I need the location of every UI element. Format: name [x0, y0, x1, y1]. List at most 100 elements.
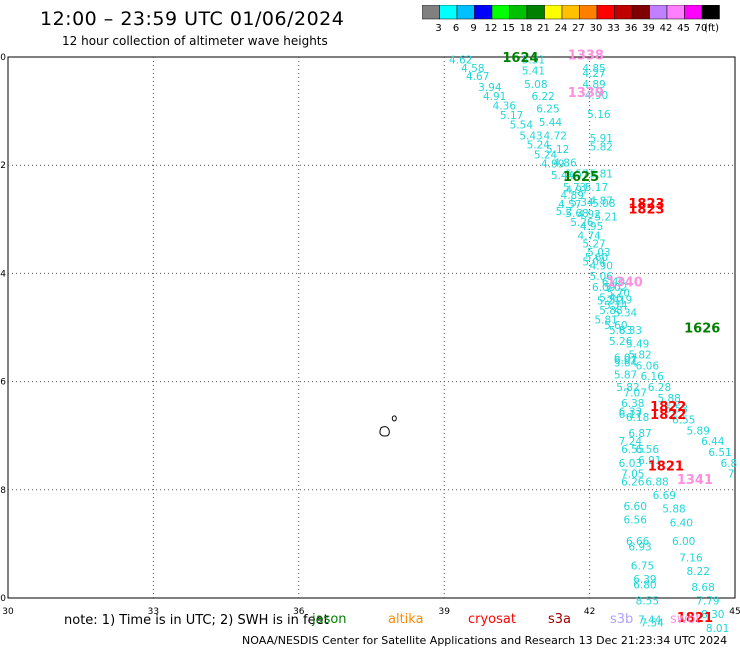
satellite-legend-cryosat: cryosat: [468, 612, 516, 627]
wave-height-value: 6.06: [636, 360, 660, 372]
wave-height-value: 6.87: [628, 428, 651, 440]
wave-height-value: 4.62: [449, 55, 472, 67]
wave-height-value: 4.36: [493, 101, 517, 113]
latitude-tick-label: -48: [0, 486, 6, 496]
wave-height-value: 4.67: [466, 71, 489, 83]
wave-height-value: 4.86: [553, 157, 577, 169]
wave-height-value: 5.70: [607, 287, 630, 299]
wave-height-value: 3.94: [478, 82, 502, 94]
wave-height-value: 5.12: [546, 144, 569, 156]
scale-tick-label: 9: [470, 23, 476, 34]
wave-height-value: 6.28: [648, 382, 671, 394]
wave-height-value: 8.22: [687, 566, 710, 578]
wave-height-value: 4.57: [558, 199, 581, 211]
wave-height-value: 5.60: [604, 320, 627, 332]
longitude-tick-label: 39: [438, 607, 450, 617]
wave-height-value: 5.34: [614, 307, 638, 319]
scale-tick-label: 42: [660, 23, 673, 34]
wave-height-value: 5.06: [590, 271, 614, 283]
wave-height-value: 5.24: [527, 140, 551, 152]
wave-height-value: 5.91: [590, 133, 613, 145]
wave-height-value: 5.87: [614, 370, 637, 382]
scale-tick-label: 21: [537, 23, 550, 34]
track-label-swot: 1340: [607, 276, 643, 291]
wave-height-value: 6.88: [645, 477, 668, 489]
wave-height-value: 6.00: [672, 536, 695, 548]
wave-height-value: 6.33: [619, 406, 642, 418]
track-label-swot: 1339: [568, 86, 604, 101]
wave-height-value: 8.68: [691, 582, 714, 594]
wave-height-value: 5.2: [556, 206, 573, 218]
wave-height-color-scale: 3 6 9 12 15 18 21 24 27 30 33 36 39 42 45 70(ft): [422, 5, 720, 34]
wave-height-value: 5.57: [565, 168, 588, 180]
track-label-cryosat: 1821: [648, 459, 684, 474]
wave-height-value: 5.44: [539, 117, 563, 129]
wave-height-value: 6.80: [633, 579, 656, 591]
scale-tick-label: 36: [625, 23, 638, 34]
wave-height-value: 5.83: [609, 325, 632, 337]
wave-height-value: 5.81: [590, 168, 613, 180]
wave-height-value: 7.05: [621, 469, 644, 481]
track-label-cryosat: 1822: [650, 408, 686, 423]
wave-height-value: 5.04: [582, 256, 606, 268]
map-title: 12:00 – 23:59 UTC 01/06/2024: [40, 8, 345, 30]
wave-height-value: 6.38: [621, 398, 644, 410]
latitude-tick-label: -42: [0, 161, 6, 171]
wave-height-value: 6.22: [531, 91, 554, 103]
wave-height-value: 4.87: [590, 195, 613, 207]
wave-height-value: 5.17: [585, 182, 608, 194]
wave-height-value: 4.92: [577, 209, 600, 221]
wave-height-value: 5.44: [551, 170, 575, 182]
wave-height-value: 4.99: [541, 159, 564, 171]
wave-height-value: 6.03: [619, 458, 642, 470]
wave-height-value: 6.60: [624, 501, 647, 513]
wave-height-value: 6.18: [626, 412, 649, 424]
wave-height-value: 4.97: [565, 185, 588, 197]
satellite-legend-swot: swot: [670, 612, 701, 627]
wave-height-value: 6.40: [670, 517, 693, 529]
wave-height-value: 6.25: [536, 103, 559, 115]
latitude-tick-label: -44: [0, 269, 6, 279]
wave-height-value: 7.16: [679, 552, 703, 564]
footer-note: note: 1) Time is in UTC; 2) SWH is in fe…: [64, 613, 329, 628]
scale-unit-label: (ft): [704, 23, 719, 34]
scale-tick-label: 30: [590, 23, 603, 34]
longitude-tick-label: 42: [584, 607, 595, 617]
satellite-legend-jason: jason: [312, 612, 347, 627]
track-label-swot: 1341: [677, 473, 713, 488]
scale-tick-label: 15: [502, 23, 515, 34]
wave-height-value: 8.01: [706, 623, 729, 635]
wave-height-value: 4.89: [561, 190, 584, 202]
wave-height-value: 5.60: [585, 252, 608, 264]
wave-height-value: 4.72: [544, 130, 567, 142]
wave-height-value: 5.27: [582, 239, 605, 251]
wave-height-value: 7.44: [638, 615, 662, 627]
wave-height-value: 6.51: [708, 447, 731, 459]
wave-height-value: 5.49: [626, 339, 649, 351]
wave-height-value: 7.54: [640, 617, 664, 629]
wave-height-value: 4.90: [585, 90, 608, 102]
wave-height-value: 5.26: [570, 217, 594, 229]
map-subtitle: 12 hour collection of altimeter wave hei…: [62, 34, 328, 48]
wave-height-value: 6.75: [631, 561, 654, 573]
wave-height-value: 6.93: [628, 542, 651, 554]
scale-tick-label: 3: [435, 23, 441, 34]
wave-height-value: 4.89: [582, 79, 605, 91]
track-label-cryosat: 1823: [628, 197, 664, 212]
credit-line: NOAA/NESDIS Center for Satellite Applica…: [242, 634, 728, 647]
longitude-tick-label: 45: [729, 607, 740, 617]
wave-height-value: 5.81: [594, 314, 617, 326]
wave-height-value: 5.46: [599, 293, 623, 305]
longitude-tick-label: 36: [293, 607, 305, 617]
wave-height-value: 4.95: [580, 221, 603, 233]
wave-height-value: 5.03: [587, 247, 610, 259]
wave-height-value: 6.56: [636, 444, 660, 456]
scale-tick-label: 6: [453, 23, 459, 34]
wave-height-value: 5.88: [657, 393, 680, 405]
wave-height-value: 6.07: [614, 355, 637, 367]
wave-height-value: 5.21: [594, 212, 617, 224]
wave-height-value: 5.82: [616, 382, 639, 394]
wave-height-value: 5.43: [519, 130, 542, 142]
longitude-tick-label: 33: [148, 607, 159, 617]
